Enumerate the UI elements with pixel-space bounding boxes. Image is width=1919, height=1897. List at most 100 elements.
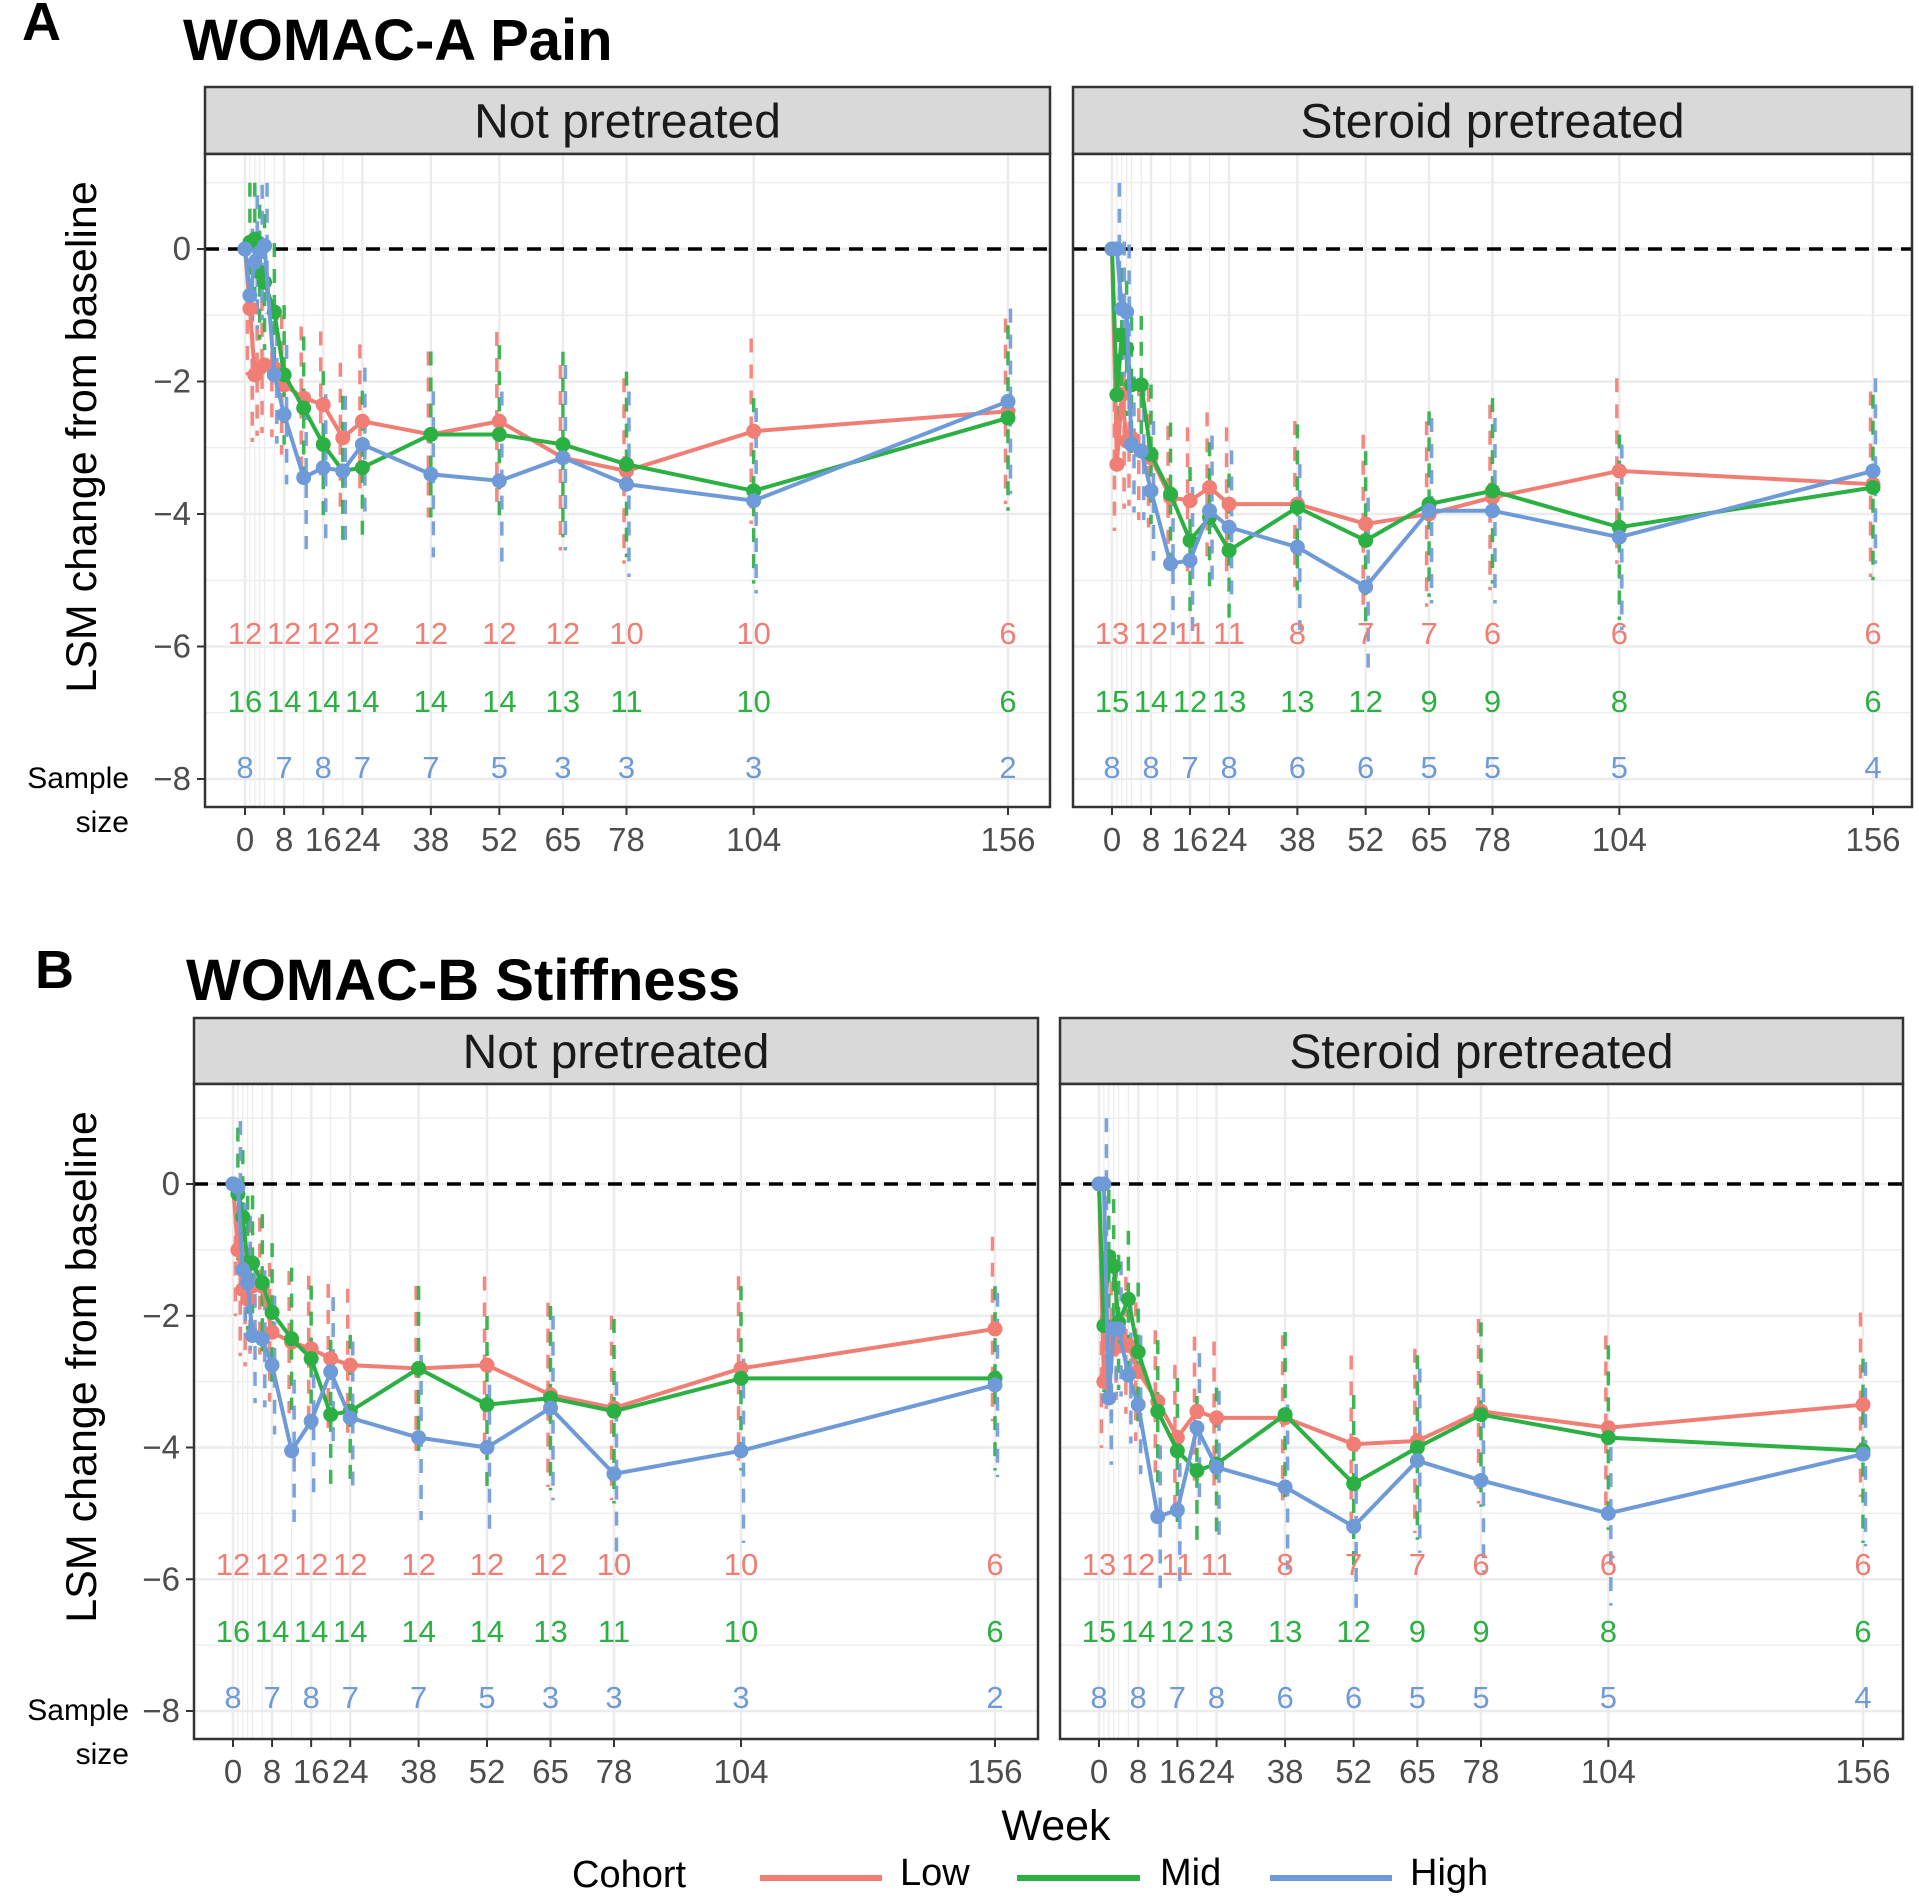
sample-size-count-high: 7 [1169, 1680, 1186, 1715]
data-point-high [1143, 483, 1159, 499]
sample-size-count-mid: 9 [1409, 1614, 1426, 1649]
sample-size-count-high: 4 [1854, 1680, 1871, 1715]
sample-size-count-low: 12 [306, 616, 340, 651]
sample-size-count-low: 10 [736, 616, 770, 651]
sample-size-count-mid: 14 [482, 684, 516, 719]
sample-size-count-low: 7 [1420, 616, 1437, 651]
data-point-low [1209, 1410, 1225, 1426]
facet-strip [1071, 85, 1914, 156]
data-point-high [1130, 1397, 1146, 1413]
data-point-mid [1106, 1258, 1122, 1274]
x-tick-label: 24 [344, 821, 381, 858]
sample-size-count-low: 6 [986, 1547, 1003, 1582]
x-tick-label: 78 [1463, 1753, 1500, 1790]
x-tick-label: 156 [1835, 1753, 1890, 1790]
sample-size-count-mid: 14 [255, 1614, 289, 1649]
sample-size-count-low: 12 [216, 1547, 250, 1582]
sample-size-count-low: 7 [1409, 1547, 1426, 1582]
data-point-mid [1277, 1407, 1293, 1423]
x-tick-label: 156 [980, 821, 1035, 858]
y-tick-label: 0 [173, 230, 191, 267]
sample-size-count-low: 11 [1174, 616, 1206, 651]
y-axis-title: LSM change from baseline [58, 1111, 106, 1623]
data-point-mid [555, 436, 571, 452]
sample-size-count-low: 10 [597, 1547, 631, 1582]
data-point-high [242, 287, 258, 303]
data-point-high [1600, 1505, 1616, 1521]
sample-size-count-high: 2 [999, 750, 1016, 785]
sample-size-count-low: 11 [1161, 1547, 1193, 1582]
sample-size-count-high: 5 [1611, 750, 1628, 785]
legend-label-high: High [1410, 1852, 1488, 1894]
data-point-mid [606, 1403, 622, 1419]
data-point-mid [1189, 1463, 1205, 1479]
sample-size-count-high: 8 [303, 1680, 320, 1715]
sample-size-count-low: 6 [1854, 1547, 1871, 1582]
data-point-low [491, 413, 507, 429]
x-tick-label: 156 [1845, 821, 1900, 858]
data-point-high [1409, 1453, 1425, 1469]
sample-size-count-low: 12 [1134, 616, 1168, 651]
sample-size-count-high: 7 [276, 750, 293, 785]
x-tick-label: 8 [1142, 821, 1160, 858]
y-tick-label: −8 [142, 1692, 180, 1729]
y-tick-label: −4 [142, 1429, 180, 1466]
x-tick-label: 78 [596, 1753, 633, 1790]
data-point-mid [303, 1351, 319, 1367]
data-point-low [1358, 516, 1374, 532]
sample-size-count-mid: 13 [1212, 684, 1246, 719]
sample-size-count-high: 3 [732, 1680, 749, 1715]
data-point-high [323, 1364, 339, 1380]
sample-size-count-high: 3 [605, 1680, 622, 1715]
x-tick-label: 52 [1335, 1753, 1372, 1790]
data-point-high [1133, 443, 1149, 459]
sample-size-count-mid: 15 [1095, 684, 1129, 719]
data-point-high [303, 1413, 319, 1429]
legend: Cohort Low Mid High [572, 1852, 1488, 1896]
sample-size-label: size [76, 1738, 129, 1771]
data-point-high [276, 407, 292, 423]
sample-size-count-low: 12 [470, 1547, 504, 1582]
data-point-low [1109, 456, 1125, 472]
data-point-mid [1163, 486, 1179, 502]
sample-size-count-mid: 13 [546, 684, 580, 719]
sample-size-count-high: 8 [1103, 750, 1120, 785]
data-point-high [1421, 503, 1437, 519]
data-point-high [296, 470, 312, 486]
sample-size-count-high: 5 [1472, 1680, 1489, 1715]
data-point-high [1120, 1367, 1136, 1383]
sample-size-count-high: 7 [410, 1680, 427, 1715]
x-tick-label: 65 [545, 821, 582, 858]
y-tick-label: −6 [153, 628, 191, 665]
sample-size-count-mid: 12 [1336, 1614, 1370, 1649]
data-point-high [1611, 529, 1627, 545]
facet-strip [1058, 1016, 1905, 1086]
data-point-high [342, 1410, 358, 1426]
sample-size-count-low: 6 [999, 616, 1016, 651]
sample-size-count-mid: 13 [1199, 1614, 1233, 1649]
sample-size-label: Sample [27, 1694, 129, 1727]
sample-size-count-low: 6 [1600, 1547, 1617, 1582]
data-point-high [1346, 1519, 1362, 1535]
data-point-high [1101, 1390, 1117, 1406]
data-point-high [1119, 304, 1135, 320]
sample-size-count-low: 10 [724, 1547, 758, 1582]
y-tick-label: −2 [142, 1297, 180, 1334]
data-point-high [354, 436, 370, 452]
data-point-high [257, 238, 273, 254]
sample-size-count-low: 13 [1095, 616, 1129, 651]
panel-b-letter: B [35, 940, 74, 1000]
panel-b: LSM change from baseline Sample size 0 −2 −4 −… [27, 1016, 1905, 1790]
data-point-mid [1109, 387, 1125, 403]
data-point-mid [1289, 499, 1305, 515]
sample-size-count-mid: 14 [333, 1614, 367, 1649]
data-point-high [1109, 241, 1125, 257]
data-point-high [240, 1275, 256, 1291]
data-point-high [1189, 1420, 1205, 1436]
x-tick-label: 16 [293, 1753, 330, 1790]
data-point-mid [264, 1304, 280, 1320]
data-point-high [335, 463, 351, 479]
x-tick-label: 0 [236, 821, 254, 858]
sample-size-count-low: 13 [1082, 1547, 1116, 1582]
